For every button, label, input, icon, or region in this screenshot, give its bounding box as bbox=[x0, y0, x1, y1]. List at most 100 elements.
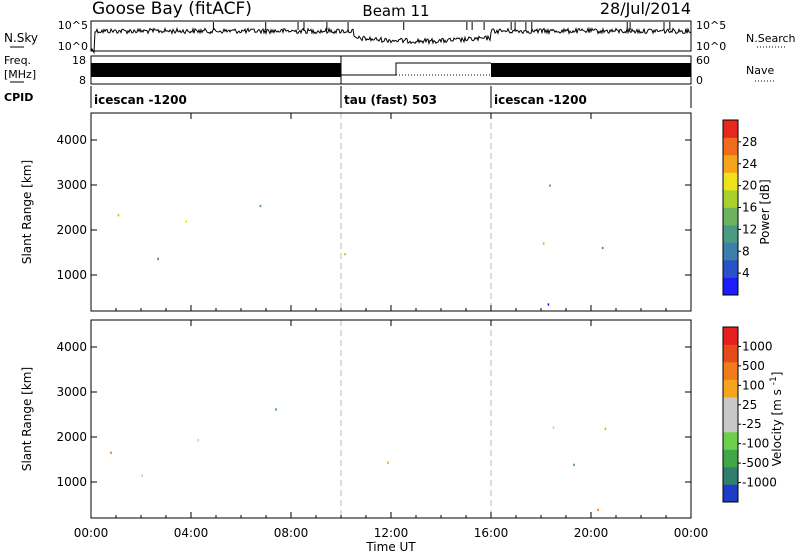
colorbar-tick-label: -500 bbox=[742, 456, 769, 470]
velocity-colorbar-label: Velocity [m s -1] bbox=[769, 372, 784, 467]
colorbar-tick-label: -100 bbox=[742, 437, 769, 451]
velocity-ylabel: Slant Range [km] bbox=[20, 367, 34, 471]
y-tick-label: 1000 bbox=[56, 475, 87, 489]
colorbar-swatch bbox=[723, 379, 738, 398]
nsky-bottom-tick: 10^0 bbox=[58, 40, 88, 53]
nsky-panel: N.Sky 10^5 10^0 10^5 10^0 N.Search bbox=[4, 19, 796, 55]
y-tick-label: 3000 bbox=[56, 178, 87, 192]
velocity-frame bbox=[90, 319, 692, 519]
range-gate-cell bbox=[197, 439, 200, 442]
colorbar-frame bbox=[722, 326, 739, 503]
y-tick-label: 2000 bbox=[56, 430, 87, 444]
colorbar-tick-label: 500 bbox=[742, 359, 765, 373]
x-tick-label: 00:00 bbox=[674, 526, 709, 540]
nsearch-top-tick: 10^5 bbox=[696, 19, 726, 32]
colorbar-swatch bbox=[723, 432, 738, 450]
colorbar-tick-label: 8 bbox=[742, 244, 750, 258]
x-tick-label: 16:00 bbox=[474, 526, 509, 540]
colorbar-tick-label: 12 bbox=[742, 222, 757, 236]
nsearch-bottom-tick: 10^0 bbox=[696, 40, 726, 53]
freq-line bbox=[340, 62, 491, 76]
power-colorbar-label: Power [dB] bbox=[758, 179, 772, 244]
colorbar-swatch bbox=[723, 172, 738, 191]
nsky-frame bbox=[90, 20, 692, 52]
colorbar-tick-label: 100 bbox=[742, 378, 765, 392]
colorbar-tick-label: 25 bbox=[742, 398, 757, 412]
x-tick-label: 12:00 bbox=[374, 526, 409, 540]
colorbar-swatch bbox=[723, 484, 738, 503]
range-gate-cell bbox=[601, 246, 604, 250]
range-gate-cell bbox=[542, 242, 545, 245]
nsky-trace bbox=[90, 22, 692, 55]
colorbar-swatch bbox=[723, 449, 738, 468]
range-gate-cell bbox=[552, 426, 555, 429]
x-tick-label: 08:00 bbox=[274, 526, 309, 540]
power-frame bbox=[90, 112, 692, 312]
cpid-segment-label: icescan -1200 bbox=[494, 93, 587, 107]
freq-block bbox=[91, 63, 341, 77]
colorbar-swatch bbox=[723, 277, 738, 296]
nave-top-tick: 60 bbox=[696, 54, 710, 67]
power-ylabel: Slant Range [km] bbox=[20, 160, 34, 264]
power-panel: 1000 2000 3000 4000 Slant Range [km] 4 8 12 16… bbox=[20, 112, 772, 312]
velocity-colorbar: 1000 500 100 25 -25 -100 -500 -1000 bbox=[722, 326, 777, 503]
y-tick-label: 3000 bbox=[56, 385, 87, 399]
freq-trace bbox=[91, 56, 691, 84]
x-tick-label: 20:00 bbox=[574, 526, 609, 540]
colorbar-swatch bbox=[723, 344, 738, 363]
colorbar-swatch bbox=[723, 327, 738, 345]
colorbar-swatch bbox=[723, 120, 738, 138]
range-gate-cell bbox=[597, 508, 599, 511]
nsky-label: N.Sky bbox=[4, 31, 38, 45]
x-tick-label: 00:00 bbox=[74, 526, 109, 540]
cpid-segment-label: icescan -1200 bbox=[94, 93, 187, 107]
range-gate-cell bbox=[604, 427, 607, 431]
cpid-segment-label: tau (fast) 503 bbox=[344, 93, 437, 107]
colorbar-tick-label: 1000 bbox=[742, 339, 773, 353]
colorbar-swatch bbox=[723, 414, 738, 433]
y-tick-label: 2000 bbox=[56, 223, 87, 237]
colorbar-tick-label: -1000 bbox=[742, 476, 777, 490]
date-title: 28/Jul/2014 bbox=[600, 0, 691, 18]
velocity-colorbar-label-text: Velocity [m s bbox=[770, 389, 784, 466]
range-gate-cell bbox=[259, 204, 262, 208]
power-axes: 1000 2000 3000 4000 bbox=[56, 113, 692, 311]
range-gate-cell bbox=[157, 257, 159, 261]
cpid-panel: CPID icescan -1200 tau (fast) 503 icescan … bbox=[4, 86, 692, 108]
colorbar-swatch bbox=[723, 397, 738, 415]
nave-label: Nave bbox=[746, 64, 774, 77]
colorbar-tick-label: 24 bbox=[742, 157, 757, 171]
velocity-axes: 1000 2000 3000 4000 bbox=[56, 320, 692, 518]
range-gate-cell bbox=[185, 220, 187, 223]
nsky-top-tick: 10^5 bbox=[58, 19, 88, 32]
freq-label: Freq. bbox=[4, 54, 31, 67]
colorbar-tick-label: 4 bbox=[742, 266, 750, 280]
beam-title: Beam 11 bbox=[362, 2, 429, 20]
colorbar-tick-label: 28 bbox=[742, 135, 757, 149]
y-tick-label: 1000 bbox=[56, 268, 87, 282]
range-gate-cell bbox=[344, 253, 346, 256]
freq-panel: Freq. [MHz] 18 8 60 0 Nave bbox=[4, 54, 774, 87]
cpid-segments: icescan -1200 tau (fast) 503 icescan -1200 bbox=[94, 86, 587, 108]
station-title: Goose Bay (fitACF) bbox=[92, 0, 252, 19]
colorbar-tick-label: 20 bbox=[742, 179, 757, 193]
colorbar-swatch bbox=[723, 190, 738, 208]
colorbar-swatch bbox=[723, 260, 738, 278]
range-gate-cell bbox=[573, 463, 575, 467]
x-axis-label: Time UT bbox=[365, 540, 416, 554]
range-gate-cell bbox=[387, 461, 389, 464]
colorbar-swatch bbox=[723, 225, 738, 243]
x-tick-labels: 00:00 04:00 08:00 12:00 16:00 20:00 00:00 bbox=[74, 526, 709, 540]
range-gate-cell bbox=[141, 474, 143, 477]
x-tick-label: 04:00 bbox=[174, 526, 209, 540]
colorbar-swatch bbox=[723, 137, 738, 156]
colorbar-tick-label: -25 bbox=[742, 417, 762, 431]
freq-top-tick: 18 bbox=[72, 54, 86, 67]
freq-bottom-tick: 8 bbox=[79, 74, 86, 87]
freq-block bbox=[491, 63, 691, 77]
y-tick-label: 4000 bbox=[56, 133, 87, 147]
colorbar-swatch bbox=[723, 207, 738, 226]
colorbar-swatch bbox=[723, 242, 738, 261]
colorbar-swatch bbox=[723, 155, 738, 173]
